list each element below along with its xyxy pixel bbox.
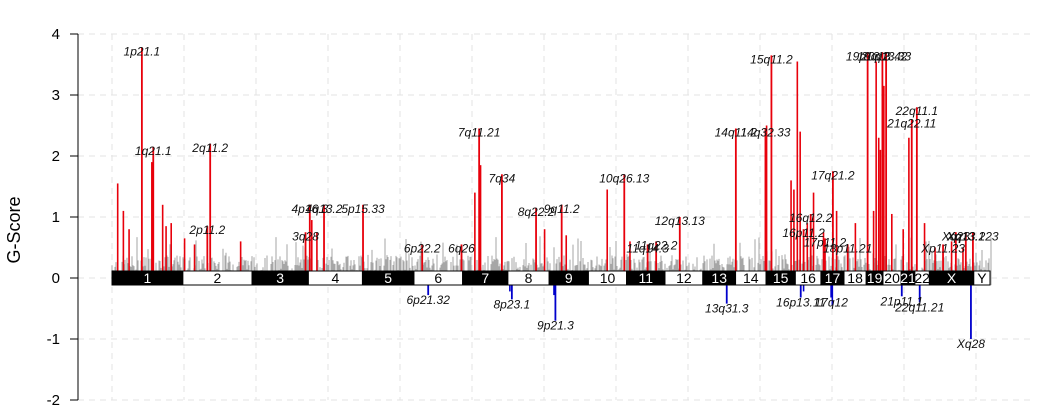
amplification-peak-label: 14q32.33: [740, 126, 790, 140]
amplification-peak-label: 12q13.13: [655, 214, 705, 228]
amplification-peak-label: 20q13.33: [860, 49, 911, 63]
amplification-peak-label: 11q22.2: [635, 238, 678, 252]
y-tick-label: 0: [52, 270, 60, 287]
amplification-peak-label: 19p13.2: [846, 49, 890, 63]
grid-lines: [78, 33, 1032, 401]
y-tick-label: 1: [52, 209, 60, 226]
amplification-peak-label: 8q22.2: [518, 205, 555, 219]
amplification-peak-label: 6p22.2: [404, 241, 441, 255]
y-tick-label: 4: [52, 26, 60, 43]
amplification-peak-label: 2q11.2: [191, 141, 228, 155]
chromosome-label: X: [947, 270, 957, 286]
chromosome-label: 5: [384, 270, 392, 286]
deletion-peak-label: 9p21.3: [537, 319, 574, 333]
y-tick-label: -2: [47, 392, 60, 409]
amplification-peak-label: 15q11.2: [750, 52, 793, 66]
chromosome-label: 19: [867, 270, 883, 286]
deletion-peak-label: 21p11.1: [880, 294, 924, 308]
amplification-peak-label: 3q28: [292, 229, 319, 243]
amplification-peak-label: Xq23: [941, 229, 970, 243]
chromosome-band: [973, 270, 991, 286]
amplification-peak-label: 17q21.2: [811, 168, 855, 182]
amplification-peak-label: 7q11.21: [458, 126, 501, 140]
amplification-peak-label: 19q13.42: [857, 49, 907, 63]
amplification-peak-label: 2p11.2: [188, 223, 225, 237]
chromosome-label: 18: [847, 270, 863, 286]
chromosome-label: 14: [743, 270, 759, 286]
chromosome-label: 10: [600, 270, 616, 286]
amplification-peak-label: 10q26.13: [599, 171, 649, 185]
amplification-peak-label: Xq13.223: [946, 229, 999, 243]
amplification-peak-label: 7q34: [489, 171, 516, 185]
amplification-peak-label: 17p11.2: [804, 235, 847, 249]
amplification-peak-label: 1p21.1: [124, 44, 161, 58]
y-axis-label: G-Score: [4, 196, 24, 263]
chromosome-label: 6: [434, 270, 442, 286]
chromosome-label: 13: [711, 270, 727, 286]
amplification-peak-label: 1q21.1: [135, 144, 172, 158]
amplification-peak-label: 21q22.11: [886, 116, 936, 130]
amplification-peak-label: 4p16.3: [291, 202, 328, 216]
amplification-peak-label: 18p11.21: [823, 241, 872, 255]
y-tick-label: 2: [52, 148, 60, 165]
deletion-peak-label: 17q12: [815, 296, 849, 310]
amplification-peak-label: 6q26: [448, 241, 475, 255]
chromosome-label: Y: [977, 270, 987, 286]
amplification-peak-label: 14q11.2: [715, 126, 758, 140]
chromosome-label: 20: [884, 270, 900, 286]
chromosome-label: 15: [773, 270, 789, 286]
deletion-peak-label: 8p23.1: [494, 297, 531, 311]
chromosome-label: 11: [638, 270, 653, 286]
chromosome-label: 7: [481, 270, 489, 286]
amplification-peak-label: 4q13.2: [306, 202, 343, 216]
y-tick-label: -1: [47, 331, 60, 348]
chromosome-label: 3: [276, 270, 284, 286]
chromosome-label: 21: [900, 270, 916, 286]
chromosome-label: 9: [565, 270, 573, 286]
y-axis: 4 3 2 1 0 -1 -2: [47, 26, 79, 409]
amplification-peak-label: Xq13.1: [946, 229, 985, 243]
amplification-peak-label: 11q14.3: [626, 241, 669, 255]
amplification-peak-label: 5p15.33: [341, 202, 385, 216]
chromosome-label: 22: [914, 270, 930, 286]
deletion-peak-label: Xq28: [956, 337, 985, 351]
deletion-peak-label: 6p21.32: [406, 293, 450, 307]
chromosome-label: 4: [332, 270, 340, 286]
chromosome-label: 8: [525, 270, 533, 286]
amplification-peak-label: 9q11.2: [544, 202, 580, 216]
y-tick-label: 3: [52, 87, 60, 104]
peak-labels: 1p21.1 1q21.1 2q11.2 2p11.2 3q28 4p16.34q13.2…: [124, 44, 999, 351]
chromosome-label: 16: [800, 270, 816, 286]
deletion-peak-label: 16p13.11: [776, 296, 825, 310]
chromosome-label: 17: [825, 270, 841, 286]
chromosome-label: 2: [214, 270, 222, 286]
amplification-peak-label: 16q12.2: [789, 211, 833, 225]
amplification-peak-label: Xp11.23: [920, 241, 965, 255]
amplification-peak-label: 22q11.1: [895, 104, 939, 118]
amplification-peak-label: 16p11.2: [782, 226, 825, 240]
chromosome-label: 1: [144, 270, 152, 286]
chromosome-label: 12: [676, 270, 692, 286]
deletion-peak-label: 13q31.3: [705, 302, 749, 316]
deletion-peak-label: 22q11.21: [894, 300, 944, 314]
